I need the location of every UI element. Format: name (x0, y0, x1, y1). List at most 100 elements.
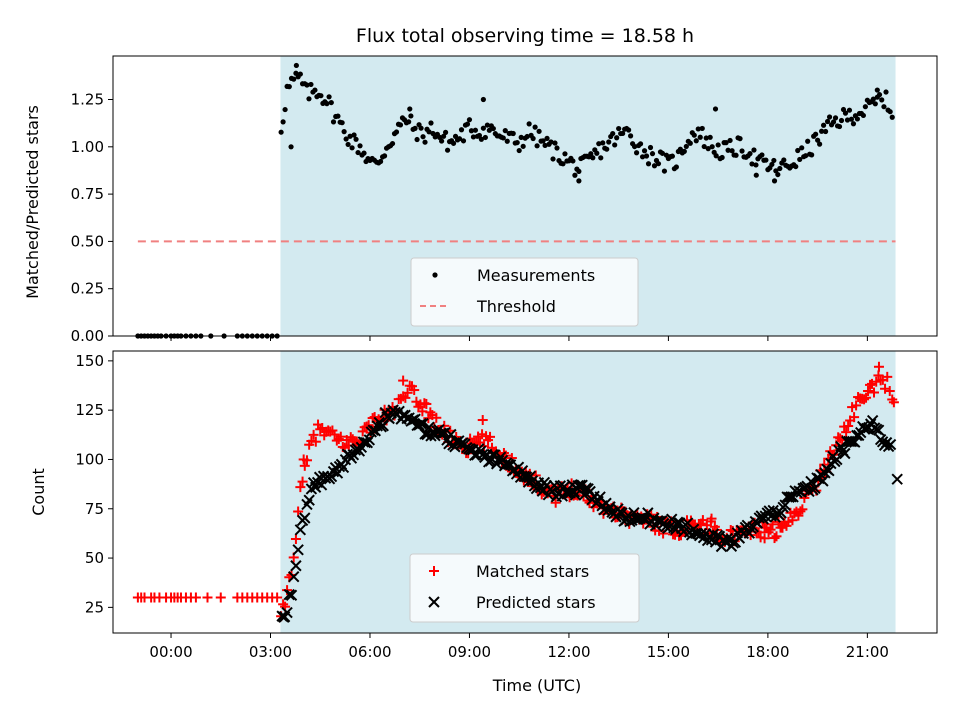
cross-stroke-b (292, 544, 304, 556)
measurement-point (879, 97, 885, 103)
matched-star-point (797, 504, 808, 515)
measurement-point (616, 125, 622, 132)
legend-label: Threshold (476, 297, 556, 316)
measurement-point (504, 138, 510, 144)
measurement-point (887, 109, 893, 115)
top-legend-entries: Measurements Threshold (420, 266, 595, 316)
cross-stroke-b (315, 479, 328, 491)
predicted-star-point (278, 611, 290, 623)
cross-stroke-b (891, 473, 903, 485)
measurement-point (502, 128, 508, 134)
matched-star-point (759, 533, 770, 544)
measurement-point (637, 141, 644, 147)
measurement-point (596, 141, 602, 147)
cross-stroke-b (849, 436, 861, 448)
measurement-point (705, 146, 711, 152)
cross-stroke-b (695, 527, 708, 540)
measurement-point (600, 140, 606, 146)
measurement-point (588, 151, 594, 157)
measurement-point (614, 135, 620, 141)
measurement-point (751, 147, 757, 153)
measurement-point (889, 114, 895, 120)
measurement-point (381, 153, 388, 159)
measurement-point (881, 104, 887, 110)
top-axes-frame (112, 55, 938, 337)
measurement-point (406, 119, 412, 125)
y-tick-label: 0.50 (71, 232, 104, 250)
measurement-point (713, 153, 719, 159)
matched-star-point (550, 497, 561, 508)
measurement-point (604, 146, 610, 152)
matched-star-point (697, 515, 708, 526)
measurement-point (753, 172, 759, 178)
matched-star-point (849, 412, 860, 423)
measurement-point (822, 128, 829, 135)
measurement-point (631, 143, 638, 150)
measurement-point (554, 145, 560, 151)
cross-stroke-b (578, 489, 590, 501)
cross-stroke-b (484, 455, 497, 467)
predicted-star-point (831, 453, 843, 466)
measurement-point (562, 151, 568, 157)
predicted-star-point (299, 512, 311, 524)
measurement-point (655, 161, 662, 167)
matched-star-point (873, 361, 884, 372)
measurement-point (536, 128, 542, 134)
cross-stroke-b (288, 571, 300, 583)
x-tick-label: 12:00 (547, 643, 590, 661)
predicted-star-point (574, 479, 586, 491)
cross-stroke-b (278, 611, 290, 623)
predicted-star-point (488, 449, 501, 461)
matched-star-point (868, 387, 879, 398)
measurement-point (846, 107, 853, 113)
measurement-point (836, 123, 843, 130)
measurement-point (715, 142, 721, 148)
cross-stroke-b (363, 434, 376, 446)
measurement-point (476, 132, 483, 139)
measurement-point (280, 119, 286, 125)
bottom-y-axis-label: Count (29, 468, 48, 516)
matched-star-point (819, 459, 830, 470)
measurement-point (691, 132, 697, 138)
predicted-star-point (872, 424, 885, 436)
measurement-point (753, 162, 759, 168)
cross-stroke-b (666, 513, 678, 525)
measurement-point (412, 125, 418, 131)
predicted-stars-points (276, 404, 903, 623)
measurement-point (516, 147, 522, 154)
matched-star-point (769, 533, 780, 544)
cross-stroke-b (681, 517, 694, 529)
predicted-star-point (725, 540, 738, 552)
measurement-point (695, 126, 701, 132)
measurement-point (830, 119, 837, 125)
cross-stroke-b (435, 427, 447, 439)
predicted-star-point (303, 494, 315, 506)
measurement-point (468, 128, 475, 134)
measurement-point (345, 141, 351, 148)
cross-stroke-b (443, 438, 455, 450)
cross-stroke-b (294, 524, 307, 536)
cross-stroke-b (303, 494, 315, 506)
legend-label: Predicted stars (476, 593, 596, 612)
measurement-point (612, 142, 618, 148)
measurement-point (832, 115, 839, 121)
measurement-point (771, 178, 778, 184)
cross-stroke-b (823, 464, 835, 477)
top-legend-box (410, 257, 639, 327)
measurement-point (681, 148, 687, 154)
cross-stroke-b (428, 596, 440, 608)
measurement-point (813, 131, 819, 137)
measurement-points (135, 62, 895, 339)
measurement-point (661, 168, 668, 174)
predicted-star-point (294, 524, 307, 536)
measurement-point (729, 148, 735, 154)
measurement-point (633, 150, 640, 156)
matched-star-point (398, 375, 409, 386)
measurement-point (482, 134, 488, 141)
x-tick-label: 09:00 (448, 643, 491, 661)
measurement-point (697, 134, 703, 140)
predicted-star-point (288, 571, 300, 583)
x-tick-label: 06:00 (348, 643, 391, 661)
measurement-point (440, 133, 447, 139)
cross-stroke-b (654, 515, 666, 528)
